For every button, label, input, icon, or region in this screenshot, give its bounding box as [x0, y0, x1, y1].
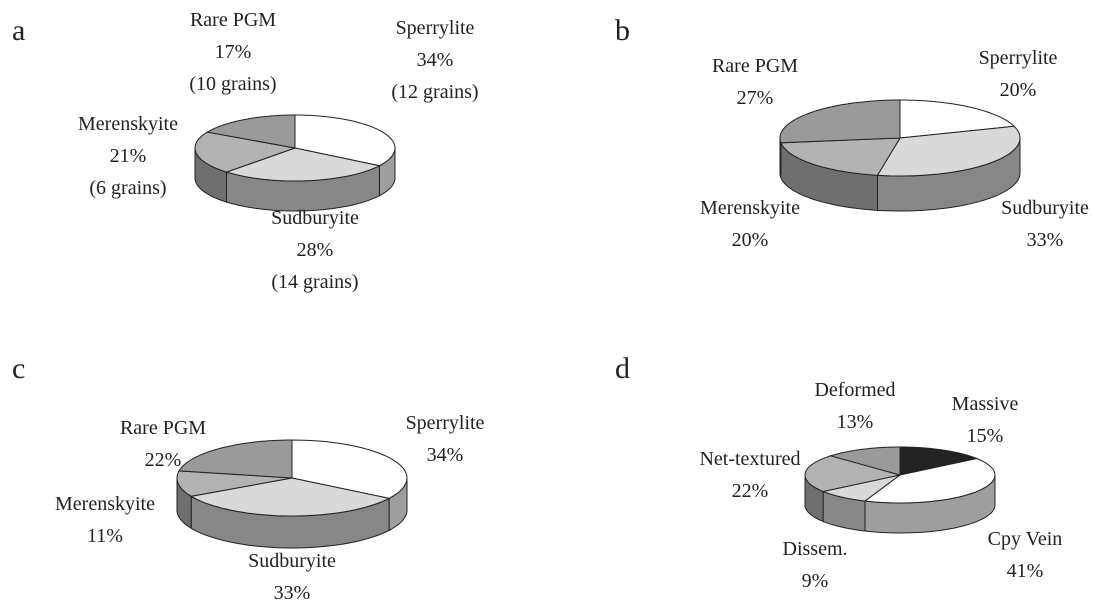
slice-value-label: 20% — [732, 229, 769, 251]
pie-slice — [899, 446, 979, 476]
slice-label: Sudburyite — [248, 550, 336, 572]
slice-label: Sudburyite — [1001, 197, 1089, 219]
panel-label: d — [615, 352, 630, 385]
slice-value-label: 33% — [274, 582, 311, 604]
slice-label: Rare PGM — [190, 9, 276, 31]
pie-slice — [178, 439, 293, 479]
slice-label: Rare PGM — [120, 417, 206, 439]
slice-label: Net-textured — [699, 448, 800, 470]
pie-slice — [194, 131, 297, 173]
slice-label: Massive — [952, 393, 1019, 415]
pie-slice — [876, 125, 1021, 177]
slice-count-label: (12 grains) — [391, 81, 478, 103]
pie-slice-side — [779, 138, 782, 178]
slice-value-label: 41% — [1007, 560, 1044, 582]
slice-label: Sperrylite — [396, 17, 475, 39]
slice-label: Merenskyite — [55, 493, 155, 515]
pie-slice — [206, 114, 296, 149]
slice-label: Dissem. — [783, 538, 848, 560]
slice-value-label: 27% — [737, 87, 774, 109]
panel-label: b — [615, 14, 630, 47]
slice-label: Cpy Vein — [988, 528, 1063, 550]
slice-label: Sperrylite — [406, 412, 485, 434]
slice-value-label: 17% — [215, 41, 252, 63]
slice-label: Sperrylite — [979, 47, 1058, 69]
slice-value-label: 22% — [732, 480, 769, 502]
slice-value-label: 28% — [297, 239, 334, 261]
pie-slice — [899, 99, 1016, 139]
slice-value-label: 22% — [145, 449, 182, 471]
slice-value-label: 11% — [87, 525, 123, 547]
pie-slice — [176, 470, 293, 497]
slice-value-label: 15% — [967, 425, 1004, 447]
slice-label: Rare PGM — [712, 55, 798, 77]
slice-value-label: 34% — [427, 444, 464, 466]
slice-count-label: (14 grains) — [271, 271, 358, 293]
slice-value-label: 13% — [837, 411, 874, 433]
slice-value-label: 20% — [1000, 79, 1037, 101]
slice-value-label: 33% — [1027, 229, 1064, 251]
pie-slice — [821, 474, 901, 502]
pie-slice — [804, 455, 901, 493]
slice-label: Deformed — [814, 379, 895, 401]
panel-label: a — [12, 14, 25, 47]
slice-value-label: 9% — [802, 570, 829, 592]
slice-label: Merenskyite — [700, 197, 800, 219]
slice-label: Merenskyite — [78, 113, 178, 135]
slice-label: Sudburyite — [271, 207, 359, 229]
slice-count-label: (10 grains) — [189, 73, 276, 95]
slice-value-label: 34% — [417, 49, 454, 71]
pie-slice — [780, 137, 901, 176]
pie-slice — [828, 446, 901, 476]
pie-slice — [779, 99, 901, 144]
panel-label: c — [12, 352, 25, 385]
pie-slice — [224, 147, 381, 182]
slice-value-label: 21% — [110, 145, 147, 167]
pie-slice — [863, 457, 996, 504]
slice-count-label: (6 grains) — [89, 177, 166, 199]
